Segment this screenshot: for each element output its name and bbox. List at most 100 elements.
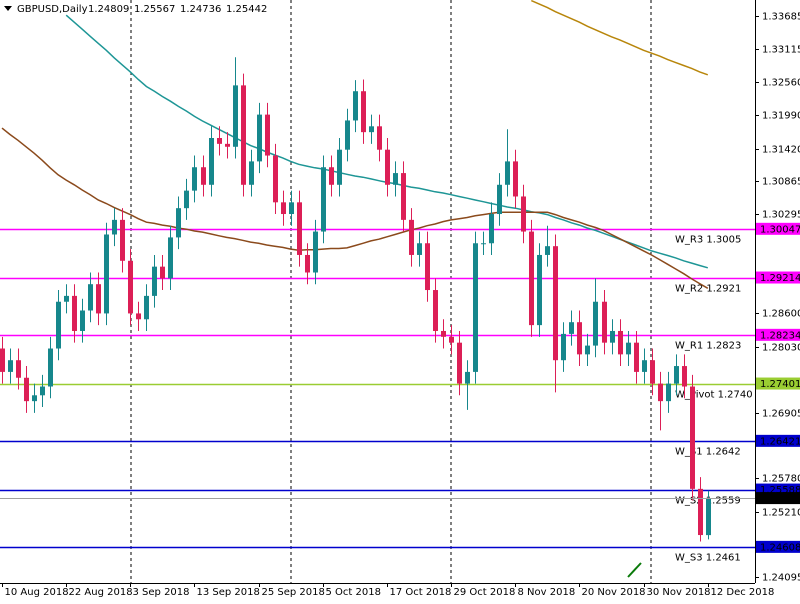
x-tick-label: 12 Dec 2018 [711,587,775,598]
y-tick-label: 1.32560 [762,78,800,89]
candle-body [72,296,77,331]
candle-body [425,243,430,290]
y-tick-label: 1.31420 [762,145,800,156]
candle-body [513,161,518,196]
y-tick-label: 1.25210 [762,508,800,519]
last-close: 1.25442 [226,4,267,15]
candle-body [626,343,631,355]
x-tick-label: 25 Sep 2018 [262,587,325,598]
candle-body [353,91,358,120]
y-tick-label: 1.30865 [762,177,800,188]
candle-body [441,331,446,337]
candle-body [160,267,165,279]
x-tick-label: 10 Aug 2018 [5,587,69,598]
candle-body [241,85,246,184]
candle-body [48,349,53,387]
candle-body [433,290,438,331]
candle-body [233,85,238,146]
candle-body [104,234,109,313]
candle-body [361,91,366,132]
candle-body [529,232,534,326]
candle-body [634,343,639,372]
candle-body [385,150,390,185]
candle-body [650,360,655,383]
y-tick-label: 1.31990 [762,111,800,122]
candle-body [642,360,647,372]
x-tick-label: 22 Aug 2018 [69,587,133,598]
candle-body [225,144,230,147]
candle-body [40,387,45,396]
candle-body [16,360,21,378]
x-tick-label: 8 Nov 2018 [518,587,576,598]
candle-body [281,202,286,214]
x-tick-label: 20 Nov 2018 [582,587,646,598]
candle-body [209,138,214,185]
candle-body [569,322,574,334]
candle-body [505,161,510,184]
candle-body [64,296,69,302]
candle-body [593,302,598,346]
candle-body [369,126,374,132]
level-price-label: 1.28234 [760,330,800,341]
candle-body [345,120,350,149]
candle-body [192,167,197,190]
current-price-label: 1.25442 [760,494,800,505]
candle-body [537,255,542,325]
candle-body [249,161,254,184]
candle-body [465,372,470,384]
candle-body [120,220,125,261]
candle-body [457,343,462,384]
candle-body [112,220,117,235]
candle-body [585,346,590,355]
candle-body [409,220,414,255]
y-tick-label: 1.26905 [762,409,800,420]
y-tick-label: 1.30295 [762,210,800,221]
candle-body [481,243,486,244]
candle-body [521,196,526,231]
y-tick-label: 1.28030 [762,343,800,354]
candle-body [690,387,695,489]
y-tick-label: 1.25780 [762,474,800,485]
x-tick-label: 13 Sep 2018 [197,587,260,598]
candle-body [329,167,334,185]
candle-body [489,214,494,243]
x-tick-label: 3 Sep 2018 [133,587,190,598]
candle-body [561,334,566,360]
candle-body [497,185,502,214]
last-open: 1.24809 [88,4,129,15]
candle-body [674,366,679,384]
candle-body [8,360,13,372]
level-label: W_R3 1.3005 [675,235,741,246]
last-high: 1.25567 [134,4,175,15]
candle-body [706,498,711,535]
last-low: 1.24736 [180,4,221,15]
candle-body [658,384,663,402]
x-tick-label: 30 Nov 2018 [647,587,711,598]
x-tick-label: 29 Oct 2018 [454,587,516,598]
candle-body [24,378,29,401]
candle-body [313,232,318,273]
candle-body [80,311,85,331]
candle-body [144,296,149,319]
level-label: W_Pivot 1.2740 [675,390,753,401]
candle-body [377,126,382,149]
candle-body [337,150,342,185]
candle-body [305,255,310,273]
candle-body [618,331,623,354]
level-price-label: 1.29214 [760,273,800,284]
candle-body [184,191,189,209]
candle-body [417,243,422,255]
level-price-label: 1.30047 [760,224,800,235]
candle-body [128,261,133,314]
candle-body [88,284,93,310]
x-tick-label: 5 Oct 2018 [326,587,381,598]
candle-body [96,284,101,313]
candle-body [217,138,222,144]
candle-body [265,115,270,156]
candle-body [201,167,206,185]
y-tick-label: 1.28600 [762,309,800,320]
level-price-label: 1.27401 [760,379,800,390]
candle-body [449,337,454,343]
